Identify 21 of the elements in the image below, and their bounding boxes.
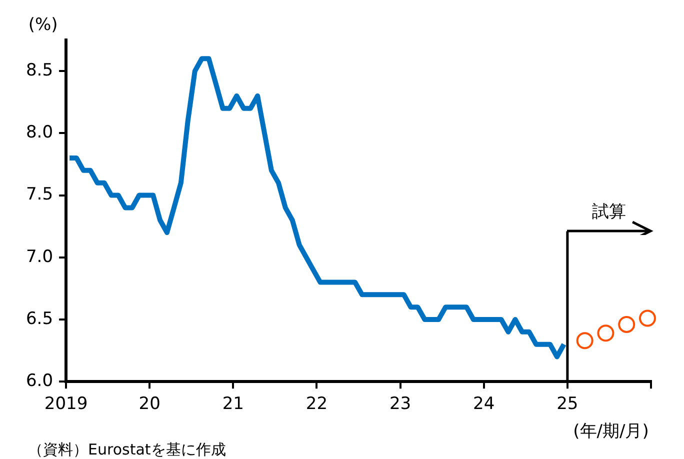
- x-axis-title: (年/期/月): [573, 422, 649, 442]
- y-tick-label: 8.5: [26, 60, 54, 80]
- ref-line-label: 試算: [592, 202, 626, 222]
- x-tick-label: 25: [556, 394, 578, 414]
- x-tick-label: 20: [138, 394, 160, 414]
- point: [597, 324, 614, 342]
- x-tick-label: 2019: [44, 394, 88, 414]
- x-tick-label: 24: [473, 394, 495, 414]
- text: （資料）Eurostatを基に作成: [28, 440, 226, 458]
- point: [576, 332, 594, 350]
- x-tick-label: 23: [389, 394, 412, 414]
- y-tick-label: 6.5: [26, 308, 54, 329]
- y-tick-label: 7.5: [26, 184, 54, 205]
- y-tick-label: 6.0: [26, 371, 54, 392]
- y-tick-label: 7.0: [26, 246, 54, 267]
- point: [618, 316, 636, 333]
- x-tick-label: 21: [222, 394, 244, 414]
- y-axis-title: (%): [28, 14, 58, 35]
- x-tick-label: 22: [306, 394, 328, 414]
- y-tick-label: 8.0: [26, 122, 54, 143]
- point: [638, 310, 656, 327]
